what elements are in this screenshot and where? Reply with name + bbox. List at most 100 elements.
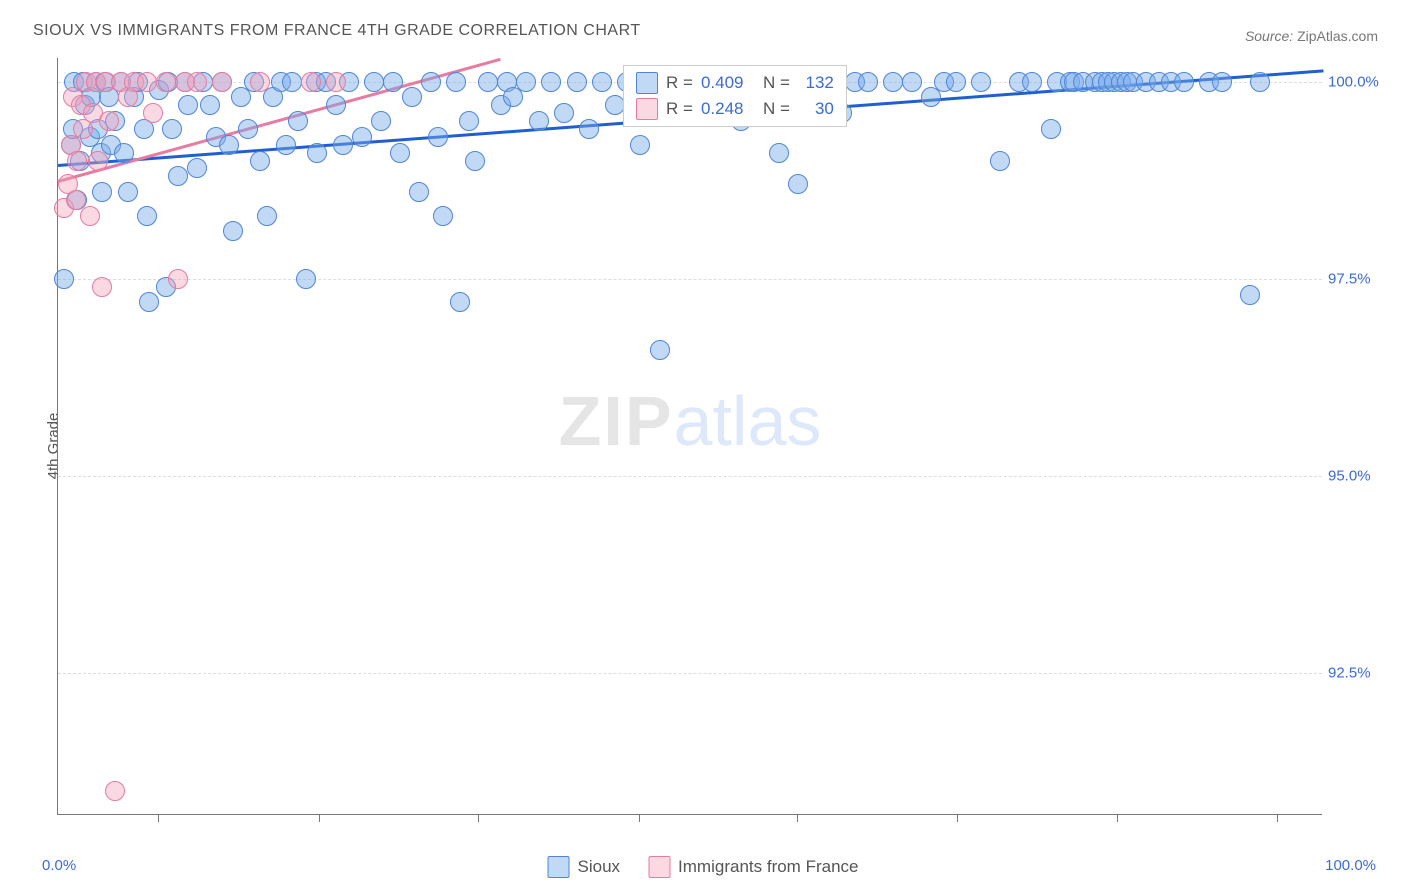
scatter-point-france bbox=[250, 72, 270, 92]
scatter-point-sioux bbox=[162, 119, 182, 139]
stats-n-value: 132 bbox=[798, 73, 834, 93]
scatter-point-sioux bbox=[1240, 285, 1260, 305]
y-tick-label: 97.5% bbox=[1328, 270, 1398, 287]
scatter-point-sioux bbox=[200, 95, 220, 115]
x-tick-mark bbox=[319, 814, 320, 822]
legend-swatch-sioux bbox=[548, 856, 570, 878]
scatter-point-sioux bbox=[516, 72, 536, 92]
legend-label-sioux: Sioux bbox=[578, 857, 621, 877]
scatter-point-france bbox=[92, 277, 112, 297]
scatter-point-france bbox=[105, 781, 125, 801]
scatter-point-sioux bbox=[276, 135, 296, 155]
scatter-point-sioux bbox=[371, 111, 391, 131]
scatter-point-france bbox=[168, 269, 188, 289]
scatter-point-sioux bbox=[383, 72, 403, 92]
scatter-point-france bbox=[143, 103, 163, 123]
source-name: ZipAtlas.com bbox=[1297, 28, 1378, 44]
scatter-point-sioux bbox=[168, 166, 188, 186]
stats-row-france: R =0.248N =30 bbox=[624, 96, 846, 122]
legend-item-france: Immigrants from France bbox=[648, 856, 858, 878]
scatter-point-sioux bbox=[971, 72, 991, 92]
scatter-point-sioux bbox=[139, 292, 159, 312]
scatter-point-sioux bbox=[858, 72, 878, 92]
scatter-point-sioux bbox=[567, 72, 587, 92]
scatter-point-france bbox=[301, 72, 321, 92]
scatter-point-sioux bbox=[1041, 119, 1061, 139]
scatter-point-sioux bbox=[187, 158, 207, 178]
x-tick-mark bbox=[639, 814, 640, 822]
source-label: Source: bbox=[1245, 28, 1293, 44]
y-tick-label: 100.0% bbox=[1328, 73, 1398, 90]
stats-n-label: N = bbox=[763, 73, 790, 93]
x-tick-mark bbox=[797, 814, 798, 822]
scatter-point-france bbox=[67, 151, 87, 171]
scatter-point-sioux bbox=[990, 151, 1010, 171]
gridline-h bbox=[58, 476, 1322, 477]
scatter-point-france bbox=[99, 111, 119, 131]
watermark-atlas: atlas bbox=[674, 382, 822, 460]
scatter-point-sioux bbox=[946, 72, 966, 92]
scatter-point-france bbox=[326, 72, 346, 92]
stats-n-value: 30 bbox=[798, 99, 834, 119]
scatter-point-sioux bbox=[1250, 72, 1270, 92]
legend-swatch-france bbox=[648, 856, 670, 878]
scatter-point-sioux bbox=[769, 143, 789, 163]
x-tick-mark bbox=[478, 814, 479, 822]
scatter-point-france bbox=[187, 72, 207, 92]
scatter-point-sioux bbox=[579, 119, 599, 139]
chart-title: SIOUX VS IMMIGRANTS FROM FRANCE 4TH GRAD… bbox=[33, 22, 641, 40]
legend: Sioux Immigrants from France bbox=[548, 856, 859, 878]
scatter-point-sioux bbox=[450, 292, 470, 312]
scatter-point-sioux bbox=[650, 340, 670, 360]
scatter-point-sioux bbox=[326, 95, 346, 115]
scatter-point-sioux bbox=[114, 143, 134, 163]
stats-r-value: 0.248 bbox=[701, 99, 755, 119]
stats-box: R =0.409N =132R =0.248N =30 bbox=[623, 65, 847, 127]
scatter-point-sioux bbox=[428, 127, 448, 147]
scatter-point-sioux bbox=[257, 206, 277, 226]
scatter-point-sioux bbox=[1212, 72, 1232, 92]
stats-row-sioux: R = 0.409 N = 132 bbox=[624, 70, 846, 96]
scatter-point-sioux bbox=[541, 72, 561, 92]
scatter-point-sioux bbox=[296, 269, 316, 289]
scatter-point-sioux bbox=[409, 182, 429, 202]
legend-label-france: Immigrants from France bbox=[678, 857, 858, 877]
x-tick-mark bbox=[1117, 814, 1118, 822]
y-tick-label: 95.0% bbox=[1328, 467, 1398, 484]
scatter-point-france bbox=[156, 72, 176, 92]
x-axis-max-label: 100.0% bbox=[1325, 857, 1376, 874]
scatter-point-sioux bbox=[592, 72, 612, 92]
scatter-point-sioux bbox=[902, 72, 922, 92]
watermark: ZIPatlas bbox=[559, 381, 822, 461]
scatter-point-sioux bbox=[1174, 72, 1194, 92]
scatter-point-sioux bbox=[883, 72, 903, 92]
scatter-point-sioux bbox=[630, 135, 650, 155]
x-tick-mark bbox=[1277, 814, 1278, 822]
scatter-point-sioux bbox=[118, 182, 138, 202]
source-attribution: Source: ZipAtlas.com bbox=[1245, 28, 1378, 44]
x-axis-min-label: 0.0% bbox=[42, 857, 76, 874]
scatter-point-sioux bbox=[333, 135, 353, 155]
x-tick-mark bbox=[158, 814, 159, 822]
stats-swatch-france bbox=[636, 98, 658, 120]
scatter-point-sioux bbox=[446, 72, 466, 92]
stats-swatch-sioux bbox=[636, 72, 658, 94]
scatter-point-sioux bbox=[788, 174, 808, 194]
gridline-h bbox=[58, 279, 1322, 280]
stats-r-label: R = bbox=[666, 73, 693, 93]
stats-r-label: R = bbox=[666, 99, 693, 119]
scatter-point-sioux bbox=[364, 72, 384, 92]
scatter-point-sioux bbox=[459, 111, 479, 131]
scatter-point-sioux bbox=[421, 72, 441, 92]
scatter-point-sioux bbox=[178, 95, 198, 115]
x-tick-mark bbox=[957, 814, 958, 822]
scatter-point-france bbox=[212, 72, 232, 92]
legend-item-sioux: Sioux bbox=[548, 856, 621, 878]
stats-r-value: 0.409 bbox=[701, 73, 755, 93]
scatter-point-sioux bbox=[352, 127, 372, 147]
scatter-point-sioux bbox=[433, 206, 453, 226]
scatter-point-sioux bbox=[250, 151, 270, 171]
scatter-point-france bbox=[137, 72, 157, 92]
scatter-point-sioux bbox=[529, 111, 549, 131]
scatter-point-sioux bbox=[478, 72, 498, 92]
